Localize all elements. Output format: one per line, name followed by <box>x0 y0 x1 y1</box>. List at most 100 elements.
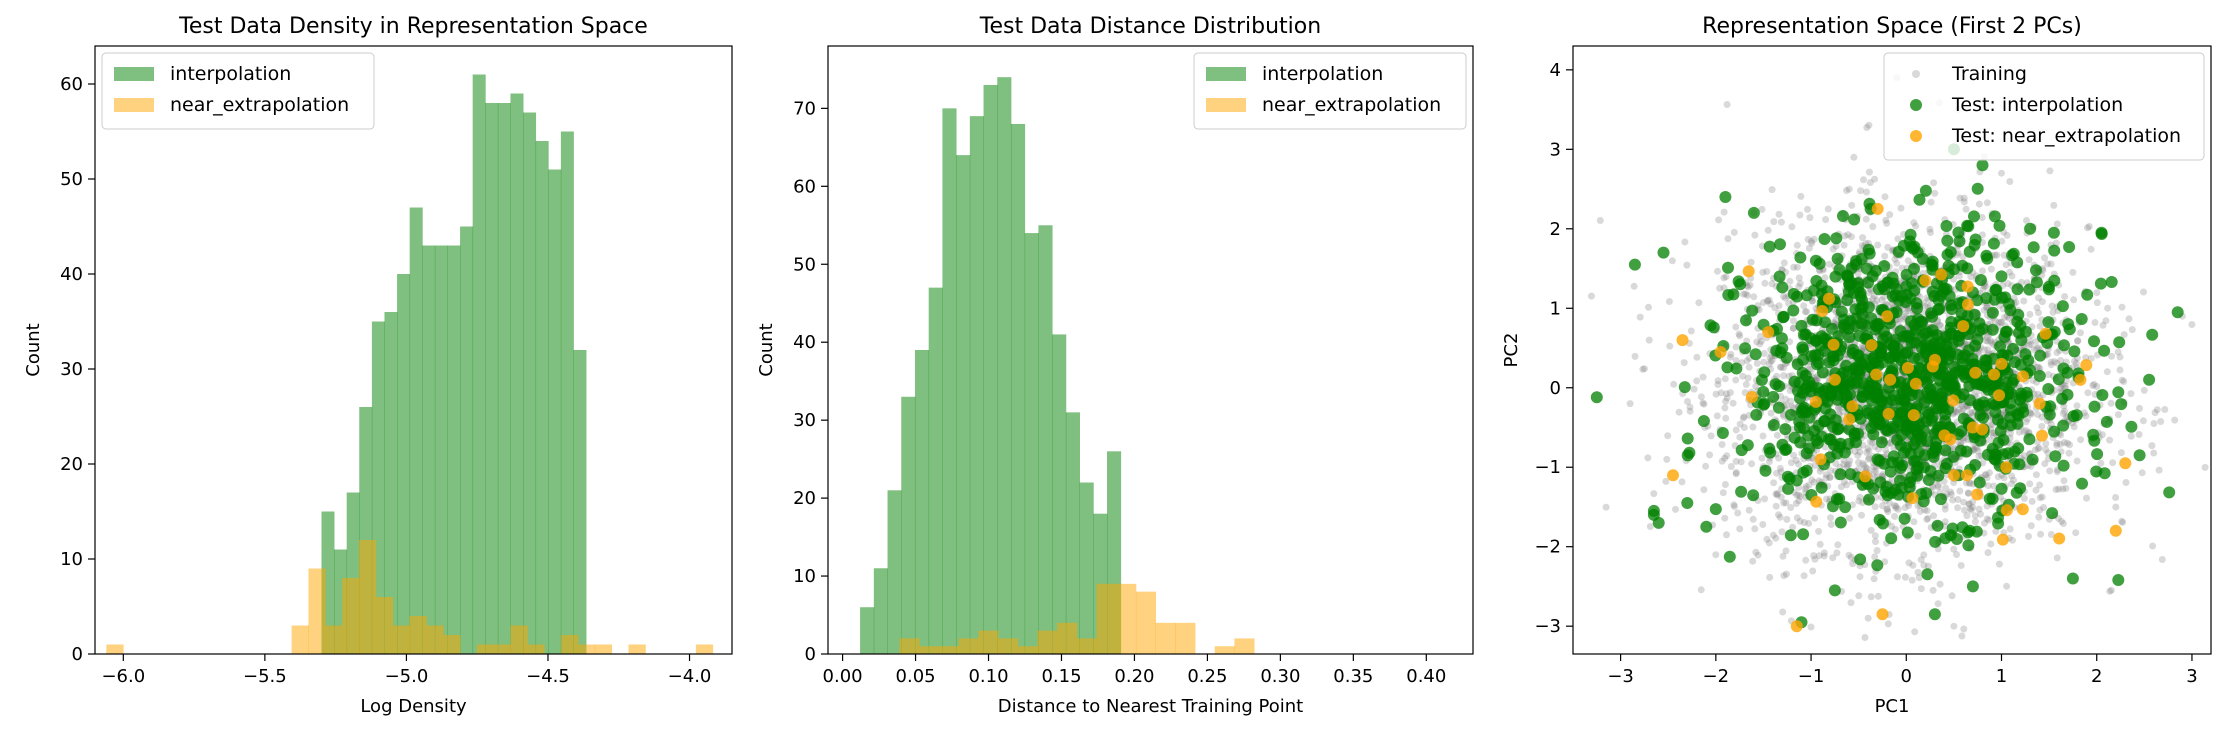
scatter-point <box>2003 231 2011 239</box>
scatter-point <box>1837 483 1845 491</box>
scatter-point <box>2056 440 2064 448</box>
scatter-point <box>1773 491 1781 499</box>
scatter-point <box>1772 502 1780 510</box>
scatter-point <box>1904 307 1912 315</box>
scatter-point <box>2015 390 2028 403</box>
histogram-bar <box>1010 123 1026 654</box>
scatter-point <box>1736 332 1744 340</box>
scatter-point <box>1961 219 1974 232</box>
histogram-bar <box>628 644 646 654</box>
scatter-point <box>2058 339 2070 352</box>
scatter-point <box>1926 324 1939 337</box>
scatter-point <box>1720 274 1728 282</box>
scatter-point <box>1763 240 1776 253</box>
scatter-point <box>1779 364 1787 372</box>
scatter-point <box>1735 330 1743 338</box>
scatter-point <box>1858 353 1871 366</box>
scatter-point <box>1982 471 1990 479</box>
scatter-point <box>1960 625 1968 633</box>
scatter-point <box>1829 414 1842 427</box>
scatter-point <box>1750 293 1758 301</box>
scatter-point <box>2061 293 2069 300</box>
scatter-point <box>1761 495 1769 503</box>
scatter-point <box>1727 463 1735 470</box>
scatter-point <box>1930 512 1938 520</box>
scatter-point <box>1987 540 1995 548</box>
scatter-point <box>1693 353 1701 361</box>
scatter-point <box>1891 255 1899 263</box>
scatter-point <box>1854 290 1867 303</box>
scatter-point <box>1787 397 1795 405</box>
scatter-point <box>2158 556 2166 563</box>
scatter-point <box>1726 353 1734 361</box>
scatter-point <box>2038 413 2046 421</box>
scatter-point <box>1919 274 1932 287</box>
scatter-point <box>2072 529 2080 537</box>
scatter-point <box>2008 272 2016 280</box>
scatter-point <box>1969 366 1982 379</box>
scatter-point <box>1867 593 1875 601</box>
scatter-point <box>2017 370 2029 383</box>
scatter-point <box>2125 315 2133 323</box>
scatter-point <box>2112 494 2120 501</box>
scatter-point <box>1901 361 1914 374</box>
scatter-point <box>1744 291 1751 299</box>
series-near-extrapolation <box>106 540 714 654</box>
scatter-point <box>1773 380 1786 393</box>
scatter-point <box>1746 281 1754 289</box>
scatter-point <box>1872 468 1880 476</box>
legend-label: near_extrapolation <box>1262 94 1441 116</box>
scatter-point <box>2105 276 2118 288</box>
x-axis-label: Distance to Nearest Training Point <box>998 696 1303 717</box>
scatter-point <box>2020 297 2028 305</box>
scatter-point <box>1913 193 1926 206</box>
scatter-point <box>1908 284 1921 297</box>
scatter-point <box>1939 444 1952 457</box>
scatter-point <box>1773 469 1780 477</box>
scatter-point <box>1928 290 1941 302</box>
scatter-point <box>1746 304 1759 317</box>
scatter-point <box>1750 408 1763 421</box>
scatter-point <box>2070 296 2078 304</box>
scatter-point <box>1996 533 2009 546</box>
y-tick-label: −3 <box>1534 616 1561 637</box>
scatter-point <box>1807 623 1815 631</box>
scatter-point <box>1832 316 1840 324</box>
histogram-bar <box>978 630 999 654</box>
scatter-point <box>1827 338 1840 351</box>
scatter-point <box>1962 526 1975 539</box>
histogram-bar <box>561 635 579 654</box>
histogram-bar <box>527 644 545 654</box>
y-tick-label: −1 <box>1534 457 1561 478</box>
scatter-point <box>1672 505 1679 513</box>
scatter-point <box>2117 449 2125 457</box>
scatter-point <box>1840 456 1848 464</box>
scatter-point <box>2036 494 2044 502</box>
x-axis-label: Log Density <box>360 696 467 717</box>
scatter-point <box>2163 486 2176 499</box>
chart-panel-2: 0.00 0.05 0.10 0.15 0.20 0.25 0.30 0.35 0.40 0 10 2… <box>756 14 1474 717</box>
y-tick-label: 1 <box>1550 298 1561 319</box>
scatter-point <box>1795 283 1803 291</box>
scatter-point <box>2090 465 2103 478</box>
scatter-point <box>1956 259 1969 272</box>
scatter-point <box>2150 420 2158 427</box>
scatter-point <box>2031 446 2039 454</box>
scatter-point <box>2076 477 2088 490</box>
scatter-point <box>1759 464 1772 477</box>
scatter-point <box>2093 299 2101 307</box>
scatter-point <box>2118 303 2126 311</box>
scatter-point <box>1844 231 1852 239</box>
scatter-point <box>1699 373 1707 381</box>
scatter-point <box>1714 381 1722 388</box>
scatter-point <box>1831 252 1844 265</box>
scatter-point <box>1712 551 1720 559</box>
scatter-point <box>2114 411 2122 419</box>
scatter-point <box>2030 276 2043 289</box>
scatter-point <box>1855 592 1863 600</box>
x-tick-label: 0.05 <box>896 666 936 687</box>
scatter-point <box>1846 514 1854 522</box>
series-interpolation <box>860 77 1122 655</box>
scatter-point <box>1848 213 1861 226</box>
scatter-point <box>1875 436 1888 449</box>
